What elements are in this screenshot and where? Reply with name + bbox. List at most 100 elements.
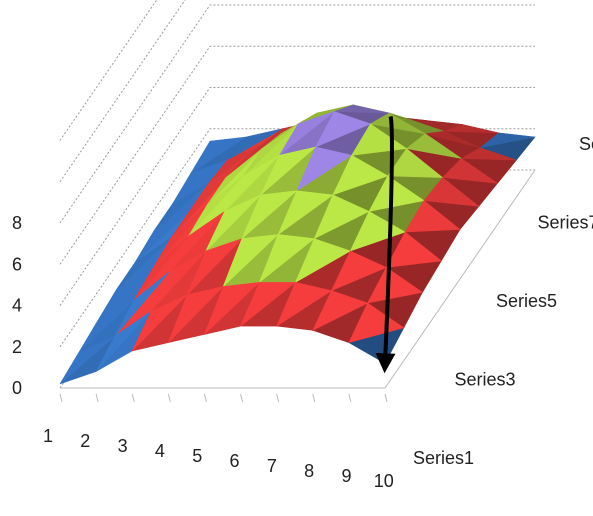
surface-facet [441, 158, 498, 184]
series-tick-label: Series7 [538, 213, 593, 233]
surface-facet [189, 158, 245, 211]
surface-facet [314, 111, 372, 148]
surface-facet [349, 210, 406, 252]
surface-facet [227, 128, 283, 161]
series-axis-line [384, 169, 536, 389]
series-axis-tick-labels: Series1 Series3 Series5 Series7 Series9 [413, 134, 593, 468]
surface-facet [479, 132, 536, 149]
surface-facet [387, 148, 444, 178]
surface-facet [224, 155, 280, 212]
x-tick-label: 7 [267, 456, 277, 476]
z-tick-label: 0 [12, 378, 22, 398]
x-tick-mark [240, 393, 244, 403]
surface-facet [369, 112, 426, 135]
surface-facet [367, 267, 424, 304]
z-tick-label: 8 [12, 213, 22, 233]
x-tick-label: 8 [304, 461, 314, 481]
x-tick-label: 3 [118, 436, 128, 456]
surface-facet [330, 250, 388, 292]
x-tick-label: 9 [341, 466, 351, 486]
surface-facet [205, 194, 261, 252]
surface-facet [133, 235, 189, 301]
surface-facet [460, 147, 517, 161]
x-tick-mark [276, 393, 280, 403]
annotation-layer [375, 115, 396, 374]
surface-facet [243, 123, 299, 177]
z-tick-label: 4 [12, 296, 22, 316]
series-tick-label: Series5 [496, 291, 557, 311]
surface-facet [186, 238, 243, 296]
x-tick-mark [59, 393, 63, 403]
x-tick-label: 6 [230, 451, 240, 471]
x-tick-label: 10 [374, 471, 394, 491]
z-gridline [59, 45, 535, 265]
x-tick-label: 4 [155, 441, 165, 461]
x-tick-label: 2 [80, 431, 90, 451]
z-gridline [59, 0, 158, 141]
surface-facet [423, 177, 480, 207]
surface-facet [332, 154, 389, 196]
z-axis-tick-labels: 0 2 4 6 8 [12, 213, 22, 398]
series-tick-label: Series9 [579, 134, 593, 154]
surface-facet [134, 210, 191, 263]
surface-facet [78, 300, 134, 353]
surface-facet [204, 282, 261, 335]
series-tick-label: Series3 [455, 370, 516, 390]
surface-facet [258, 234, 315, 284]
chart-axes [60, 169, 536, 389]
surface-facet [404, 200, 461, 233]
surface-facet [296, 146, 353, 192]
surface-facet [240, 282, 297, 327]
surface-facet [59, 335, 116, 385]
surface-facet [206, 148, 263, 206]
x-tick-label: 5 [192, 446, 202, 466]
surface-facet [405, 133, 462, 159]
surface-facet [313, 194, 370, 240]
z-gridline [59, 4, 535, 224]
surface-plot-area [59, 104, 536, 385]
surface-facet [407, 118, 463, 125]
surface-facet [116, 237, 172, 291]
surface-facet [188, 175, 244, 237]
surface-facet [279, 111, 335, 156]
x-tick-mark [167, 393, 171, 403]
surface-facet [277, 190, 334, 236]
series-tick-label: Series1 [413, 448, 474, 468]
surface-facet [312, 290, 369, 331]
surface-facet [389, 112, 445, 132]
surface-facet [334, 104, 390, 114]
surface-facet [170, 177, 227, 239]
surface-facet [150, 250, 207, 312]
z-tick-label: 6 [12, 254, 22, 274]
x-tick-mark [312, 393, 316, 403]
x-tick-mark [95, 393, 99, 403]
surface-facet [169, 211, 225, 272]
surface-facet [131, 294, 188, 352]
surface-facet [385, 231, 443, 268]
surface-facet [153, 183, 209, 232]
surface-facet [368, 175, 425, 212]
surface-facet [241, 190, 298, 239]
surface-facet [168, 285, 225, 343]
surface-facet [191, 136, 247, 173]
annotation-arrow [375, 115, 396, 374]
surface-facet [114, 271, 170, 337]
surface-facet [208, 143, 264, 184]
surface-facet [294, 238, 352, 284]
z-gridline [59, 0, 186, 183]
z-gridline [59, 87, 535, 306]
surface-facet [425, 130, 481, 149]
surface-facet [172, 159, 228, 205]
surface-facet [95, 311, 152, 372]
z-tick-label: 2 [12, 337, 22, 357]
x-tick-mark [203, 393, 207, 403]
x-tick-label: 1 [43, 426, 53, 446]
surface-facet [443, 124, 499, 134]
x-axis-tick-labels: 1 2 3 4 5 6 7 8 9 10 [43, 393, 394, 491]
x-tick-mark [348, 393, 352, 403]
surface-facet [152, 204, 208, 270]
surface-facet [222, 234, 279, 287]
surface-facet [97, 268, 153, 322]
